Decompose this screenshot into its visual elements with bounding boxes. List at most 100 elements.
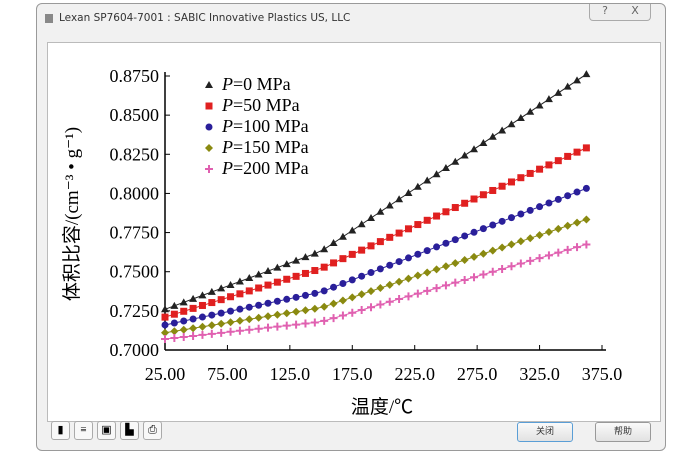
color-icon[interactable]: ▮ [51,421,70,440]
data-point [479,270,488,279]
window-title: Lexan SP7604-7001 : SABIC Innovative Pla… [59,12,351,24]
data-point [376,207,385,215]
data-point [282,321,291,330]
data-point [235,316,244,325]
data-point [507,262,516,271]
x-tick-label: 375.0 [582,364,623,384]
data-point [226,327,235,336]
data-point [358,272,366,280]
help-icon[interactable]: ? [602,4,608,17]
data-point [441,163,450,171]
close-button[interactable]: 关闭 [517,422,573,442]
close-icon[interactable]: X [631,4,639,17]
data-point [498,243,507,252]
data-point [283,275,291,283]
data-point [488,246,497,255]
data-point [367,303,376,312]
data-point [488,267,497,276]
data-point [526,169,534,177]
data-point [245,274,254,282]
data-point [554,224,563,233]
data-point [254,324,263,333]
y-tick-label: 0.8000 [110,183,160,203]
y-axis-label: 体积比容/(cm⁻³ • g⁻¹) [61,127,83,301]
data-point [226,280,235,288]
data-point [311,289,319,297]
help-button[interactable]: 帮助 [595,422,651,442]
data-point [376,284,385,293]
x-tick-label: 225.0 [394,364,435,384]
data-point [301,269,309,277]
data-point [507,240,516,249]
data-point [245,287,253,295]
data-point [573,218,582,227]
save-icon[interactable]: ▣ [97,421,116,440]
data-point [254,270,263,278]
data-point [161,305,169,313]
data-point [235,326,244,335]
data-point [161,335,169,344]
data-point [460,151,469,159]
data-point [292,256,301,264]
data-point [517,210,525,218]
data-point [498,217,506,225]
data-point [433,243,441,251]
data-point [198,301,206,309]
data-point [544,251,553,260]
legend-entry: P=50 MPa [221,95,300,115]
chart-window: Lexan SP7604-7001 : SABIC Innovative Pla… [36,3,666,451]
data-point [526,234,535,243]
data-point [432,265,441,274]
data-point [479,249,488,258]
data-point [264,323,273,332]
data-point [423,247,431,255]
data-point [395,277,404,286]
data-point [367,214,376,222]
data-point [357,220,366,228]
x-tick-label: 275.0 [457,364,498,384]
data-point [507,120,516,128]
legend-icon[interactable]: ≡ [74,421,93,440]
legend-entry: P=200 MPa [221,158,309,178]
data-point [573,148,581,156]
data-point [180,307,188,315]
data-point [205,123,213,131]
print-icon[interactable]: ⎙ [143,421,162,440]
data-point [217,296,225,304]
data-point [535,101,544,109]
data-point [357,305,366,314]
data-point [441,262,450,271]
data-point [217,309,225,317]
data-point [582,240,591,249]
export-icon[interactable]: ▙ [120,421,139,440]
data-point [205,102,213,110]
data-point [161,321,169,329]
data-point [227,293,235,301]
data-point [470,145,479,153]
data-point [536,165,544,173]
data-point [339,280,347,288]
data-point [207,321,216,330]
data-point [432,170,441,178]
data-point [236,290,244,298]
data-point [386,233,394,241]
data-point [545,199,553,207]
data-point [404,292,413,301]
y-tick-label: 0.7500 [110,262,160,282]
data-point [470,273,479,282]
data-point [367,269,375,277]
data-point [526,107,535,115]
data-point [554,88,563,96]
data-point [264,312,273,321]
data-point [348,250,356,258]
data-point [423,286,432,295]
data-point [526,206,534,214]
data-point [545,161,553,169]
data-point [395,295,404,304]
data-point [582,215,591,224]
data-point [460,275,469,284]
data-point [376,238,384,246]
data-point [348,226,357,234]
data-point [544,95,553,103]
